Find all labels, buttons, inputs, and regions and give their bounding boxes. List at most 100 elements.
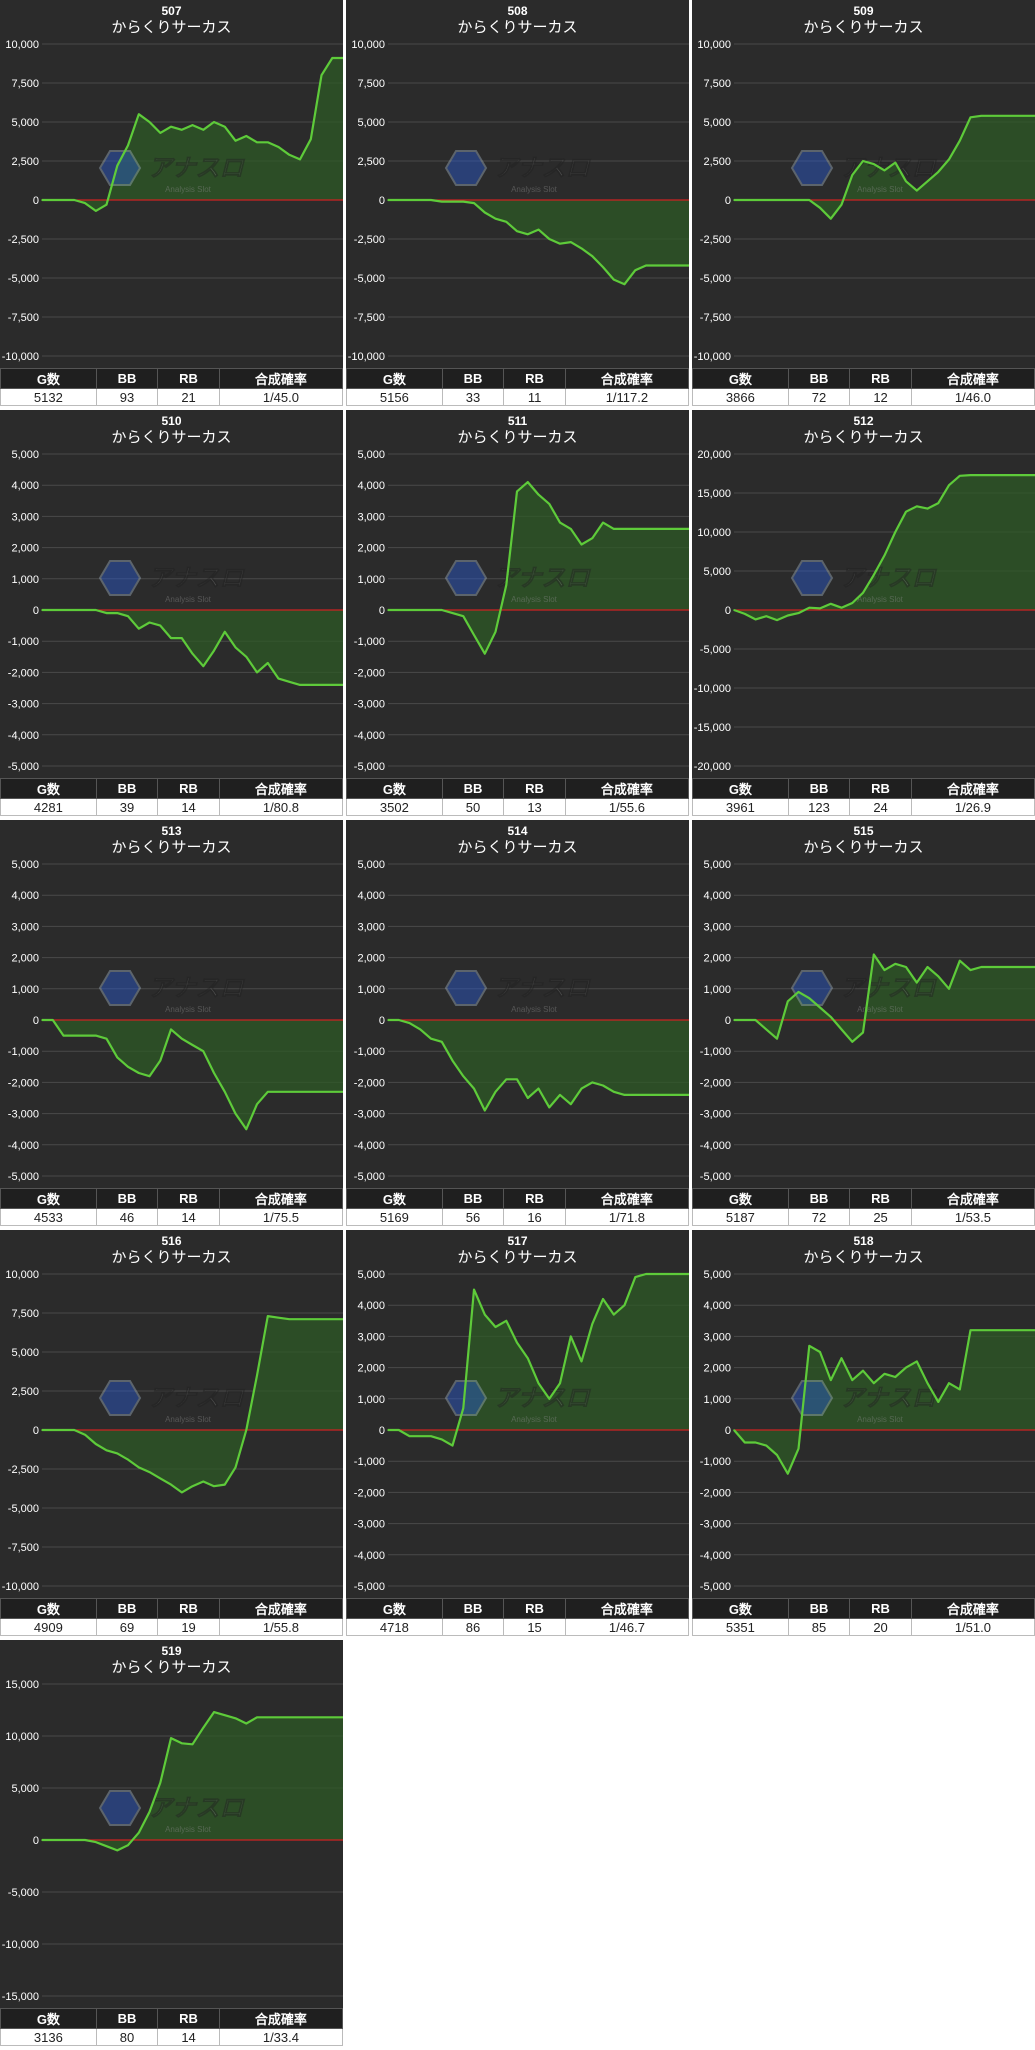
header-games: G数 xyxy=(346,778,443,799)
stats-table: G数 BB RB 合成確率 4909 69 19 1/55.8 xyxy=(0,1598,344,1636)
watermark-text: アナスロ xyxy=(148,565,246,592)
data-point xyxy=(765,1028,768,1031)
data-point xyxy=(159,624,162,627)
chart-panel: 519 からくりサーカス 15,000 10,000 5,000 0 -5,000 -10,0… xyxy=(0,1640,343,2008)
data-point xyxy=(645,1273,647,1275)
y-tick-label: -7,500 xyxy=(8,1542,39,1554)
data-point xyxy=(537,228,540,231)
stats-table: G数 BB RB 合成確率 5132 93 21 1/45.0 xyxy=(0,368,344,406)
data-point xyxy=(387,609,389,611)
bb-value: 69 xyxy=(95,1618,159,1636)
machine-number: 516 xyxy=(161,1234,181,1248)
slot-card-510: 510 からくりサーカス 5,000 4,000 3,000 2,000 1,000 0 -1,… xyxy=(0,410,344,816)
y-tick-label: 5,000 xyxy=(11,117,39,129)
data-point xyxy=(170,637,172,639)
data-point xyxy=(656,264,658,267)
header-games: G数 xyxy=(0,1188,97,1209)
y-tick-label: 5,000 xyxy=(357,449,385,461)
header-games: G数 xyxy=(692,368,789,389)
data-point xyxy=(505,584,508,586)
y-tick-label: 5,000 xyxy=(11,449,39,461)
y-tick-label: 0 xyxy=(379,1015,385,1027)
y-tick-label: -3,000 xyxy=(354,1519,385,1531)
data-point xyxy=(484,1109,486,1112)
data-point xyxy=(387,199,389,201)
rb-value: 11 xyxy=(503,388,566,406)
machine-number: 512 xyxy=(853,414,873,428)
watermark-logo: アナスロ Analysis Slot xyxy=(98,1790,246,1834)
data-point xyxy=(213,649,215,652)
header-bb: BB xyxy=(441,1598,505,1619)
data-point xyxy=(310,1318,312,1320)
chart-title: からくりサーカス xyxy=(457,839,577,856)
chart-panel: 509 からくりサーカス 10,000 7,500 5,000 2,500 0 -2,500 -… xyxy=(692,0,1035,368)
watermark-text: アナスロ xyxy=(148,1385,246,1412)
data-point xyxy=(256,1103,258,1105)
machine-number: 517 xyxy=(507,1234,527,1248)
games-value: 5351 xyxy=(692,1618,789,1636)
header-games: G数 xyxy=(346,1188,443,1209)
logo-hexagon-icon xyxy=(98,1380,142,1416)
data-point xyxy=(73,199,76,201)
data-point xyxy=(537,1087,540,1090)
y-tick-label: 5,000 xyxy=(703,1269,731,1281)
data-point xyxy=(462,1407,465,1409)
data-point xyxy=(95,1034,97,1037)
data-point xyxy=(634,1276,637,1278)
data-point xyxy=(62,199,65,201)
y-tick-label: -3,000 xyxy=(8,699,39,711)
stats-table: G数 BB RB 合成確率 5169 56 16 1/71.8 xyxy=(346,1188,690,1226)
y-tick-label: 3,000 xyxy=(703,1331,731,1343)
games-value: 4533 xyxy=(0,1208,97,1226)
y-tick-label: 5,000 xyxy=(357,1269,385,1281)
data-point xyxy=(462,200,465,203)
data-point xyxy=(191,652,194,655)
data-point xyxy=(516,1078,518,1081)
data-point xyxy=(733,1019,735,1021)
y-tick-label: 4,000 xyxy=(703,890,731,902)
y-tick-label: -4,000 xyxy=(700,1550,731,1562)
data-point xyxy=(224,125,226,128)
data-point xyxy=(959,139,961,142)
area-fill xyxy=(734,1330,1035,1474)
data-point xyxy=(613,528,615,530)
data-point xyxy=(548,238,551,240)
data-point xyxy=(656,1094,658,1096)
header-bb: BB xyxy=(95,1598,159,1619)
data-point xyxy=(916,505,918,508)
watermark-subtext: Analysis Slot xyxy=(511,595,558,604)
header-games: G数 xyxy=(346,1598,443,1619)
data-point xyxy=(537,1382,540,1384)
data-point xyxy=(331,1318,334,1320)
data-point xyxy=(516,1341,518,1344)
y-tick-label: -3,000 xyxy=(700,1109,731,1121)
rate-value: 1/55.8 xyxy=(218,1618,344,1636)
data-point xyxy=(245,1128,248,1130)
bb-value: 56 xyxy=(441,1208,505,1226)
y-tick-label: 2,000 xyxy=(357,1363,385,1375)
data-point xyxy=(819,207,821,209)
header-bb: BB xyxy=(441,778,505,799)
data-point xyxy=(905,180,907,183)
data-point xyxy=(473,634,475,636)
data-point xyxy=(408,1022,411,1024)
y-tick-label: 2,000 xyxy=(357,543,385,555)
data-point xyxy=(969,116,972,119)
y-tick-label: -2,000 xyxy=(354,1487,385,1499)
rate-value: 1/46.7 xyxy=(564,1618,690,1636)
y-tick-label: 4,000 xyxy=(11,480,39,492)
y-tick-label: -4,000 xyxy=(354,730,385,742)
data-point xyxy=(969,969,972,971)
area-fill xyxy=(42,1020,343,1130)
y-tick-label: -2,000 xyxy=(700,1077,731,1089)
watermark-text: アナスロ xyxy=(148,1795,246,1822)
watermark-subtext: Analysis Slot xyxy=(165,595,212,604)
y-tick-label: 0 xyxy=(725,605,731,617)
data-point xyxy=(441,609,443,611)
rb-value: 15 xyxy=(503,1618,566,1636)
data-point xyxy=(948,158,950,161)
data-point xyxy=(851,1379,854,1381)
rate-value: 1/26.9 xyxy=(910,798,1035,816)
machine-number: 514 xyxy=(507,824,527,838)
